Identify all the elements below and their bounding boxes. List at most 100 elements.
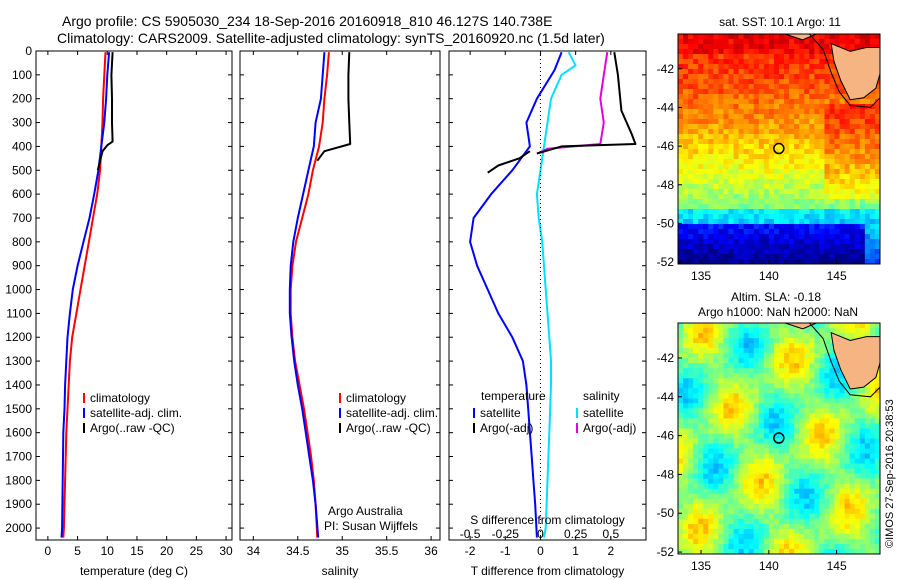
sla_map-cell [688,548,694,554]
sla_map-cell [758,383,765,389]
salinity-diff-tick-label: 0 [537,527,544,541]
sst_map-cell [864,234,871,240]
sst_map-cell [708,79,714,85]
sla_map-cell [773,353,780,359]
sla_map-cell [789,538,795,545]
sla_map-cell [748,488,755,495]
sst_map-cell [773,84,780,90]
sst_map-cell [829,204,836,210]
sst_map-cell [708,69,714,75]
sst_map-cell [779,164,785,170]
sla_map-cell [834,423,841,430]
sst_map-cell [869,129,876,135]
sla_map-cell [804,343,810,349]
sla_map-cell [703,398,709,404]
sla_map-cell [728,478,735,485]
sst_map-cell [874,144,880,150]
sla_map-cell [784,478,790,485]
sst_map-cell [688,54,694,60]
sla_map-cell [814,408,820,414]
sst_map-cell [713,144,719,150]
sla_map-cell [753,328,760,334]
sla_map-cell [874,473,880,480]
sla_map-cell [849,433,856,440]
sla_map-cell [763,443,770,450]
sla_map-cell [849,523,856,530]
sla_map-cell [864,333,871,339]
sla_map-cell [819,358,826,364]
sla_map-cell [678,548,684,554]
sst_map-cell [758,134,765,140]
sla_map-cell [688,463,694,470]
sla_map-cell [844,333,851,339]
difference-xtick-label: -2 [465,544,476,558]
sla_map-cell [708,518,714,525]
sla_map-cell [799,493,805,500]
sst_map-cell [763,184,770,190]
sst_map-cell [748,44,755,50]
sla_map-cell [854,543,861,550]
salinity-xtick-label: 35 [336,544,350,558]
sla_map-cell [864,483,871,490]
sst_map-cell [814,229,820,235]
sla_map-cell [728,448,735,455]
sla_map-cell [763,448,770,455]
sst_map-cell [814,209,820,215]
sla_map-cell [799,528,805,535]
sst_map-cell [733,39,740,45]
sla_map-cell [849,533,856,540]
depth-tick-label: 2000 [5,521,32,535]
sst_map-cell [733,94,740,100]
sst_map-cell [713,54,719,60]
sst_map-cell [708,39,714,45]
sst_map-cell [874,219,880,225]
sla_map-cell [768,478,775,485]
sla_map-cell [728,368,735,374]
sst_map-cell [758,94,765,100]
sst_map-cell [839,204,846,210]
sla_map-cell [794,453,800,460]
sla_map-cell [763,533,770,540]
sla_map-cell [748,408,755,414]
sla_map-cell [728,513,735,520]
sla_map-cell [854,508,861,515]
sst_map-cell [678,79,684,85]
sst_map-cell [748,94,755,100]
sst_map-cell [688,204,694,210]
sla_map-cell [789,468,795,475]
sla_map-cell [859,508,866,515]
difference-xtick-label: 1 [572,544,579,558]
sst_map-cell [688,254,694,260]
sla_map-cell [864,403,871,409]
sla_map-cell [723,388,730,394]
sst_map-cell [723,234,730,240]
sla_map-cell [753,373,760,379]
sla_map-cell [768,338,775,344]
sst_map-cell [748,104,755,110]
sst_map-cell [829,184,836,190]
sla_map-cell [698,403,704,409]
sla_map-cell [698,408,704,414]
sla_map-cell [804,358,810,364]
sla_map-cell [819,353,826,359]
sst_map-cell [849,154,856,160]
sla_map-cell [864,533,871,540]
sst_map-cell [784,134,790,140]
sst_map-cell [874,124,880,130]
sst_map-cell [794,114,800,120]
sst_map-cell [723,129,730,135]
sst_map-cell [829,229,836,235]
sla_map-cell [693,383,699,389]
sst_map-cell [743,194,750,200]
sla_map-cell [703,508,709,515]
sla_map-cell [779,523,785,530]
sst_map-cell [723,164,730,170]
sst_map-cell [753,144,760,150]
sst_map-cell [708,239,714,245]
sla_map-cell [768,513,775,520]
sst_map-cell [814,159,820,165]
sst_map-cell [789,74,795,80]
sst_map-cell [839,39,846,45]
sla_map-cell [723,323,730,329]
sst_map-cell [698,139,704,145]
